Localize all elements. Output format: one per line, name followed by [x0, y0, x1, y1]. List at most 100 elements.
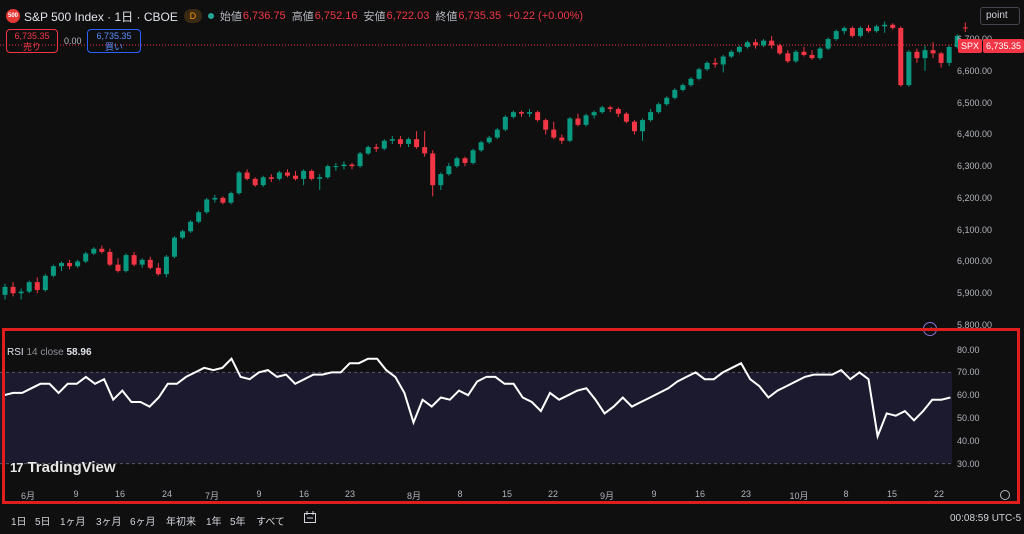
price-axis-label: 6,300.00 — [957, 161, 993, 172]
price-axis-label: 6,000.00 — [957, 256, 993, 267]
range-button[interactable]: 1ヶ月 — [60, 517, 86, 528]
candle-body — [284, 172, 290, 176]
market-status-dot — [207, 13, 214, 19]
candle-body — [123, 255, 129, 271]
date-axis-label: 9 — [256, 489, 262, 499]
candle-body — [954, 35, 960, 48]
candle-body — [801, 51, 807, 55]
candle-body — [2, 286, 8, 295]
candle-body — [898, 27, 904, 86]
sell-label: 売り — [22, 42, 41, 52]
candle-body — [817, 48, 823, 59]
tradingview-logo-icon: 17 — [10, 460, 24, 475]
candle-body — [309, 170, 315, 179]
candle-body — [75, 261, 81, 267]
buy-button[interactable]: 6,735.35 買い — [87, 29, 141, 53]
candle-body — [486, 137, 492, 143]
candle-body — [365, 147, 371, 154]
candle-body — [688, 78, 694, 86]
candle-body — [349, 164, 355, 167]
rsi-legend[interactable]: RSI 14 close 58.96 — [7, 347, 92, 358]
date-axis-label: 8月 — [406, 491, 422, 501]
candle-body — [293, 175, 299, 179]
rsi-axis-label: 30.00 — [957, 458, 980, 469]
rsi-line — [3, 357, 951, 440]
candle-body — [946, 47, 952, 63]
candle-body — [833, 31, 839, 40]
candle-body — [422, 147, 428, 154]
candle-body — [244, 172, 250, 179]
sell-button[interactable]: 6,735.35 売り — [6, 29, 58, 53]
tradingview-wordmark: TradingView — [27, 459, 116, 476]
candle-body — [83, 253, 89, 262]
range-button[interactable]: 1日 — [11, 517, 27, 528]
sp500-logo-icon: 500 — [6, 9, 20, 23]
candle-body — [753, 42, 759, 46]
date-axis-label: 15 — [501, 489, 513, 499]
price-axis-label: 6,500.00 — [957, 97, 993, 108]
point-button[interactable]: point — [980, 7, 1020, 25]
settings-icon[interactable] — [1000, 490, 1010, 500]
candle-body — [518, 112, 524, 114]
candle-body — [50, 266, 56, 276]
last-price-tag: 6,735.35 — [983, 39, 1024, 53]
candle-body — [680, 85, 686, 90]
range-button[interactable]: すべて — [256, 517, 285, 528]
range-button[interactable]: 5年 — [230, 517, 246, 528]
clock[interactable]: 00:08:59 UTC-5 — [950, 513, 1022, 524]
symbol-header: 500 S&P 500 Index · 1日 · CBOE D 始値 6,736.… — [0, 0, 960, 32]
rsi-band-fill — [0, 372, 952, 464]
price-axis-label: 5,900.00 — [957, 288, 993, 299]
range-button[interactable]: 5日 — [35, 517, 51, 528]
range-button[interactable]: 1年 — [206, 517, 222, 528]
candle-body — [882, 24, 888, 27]
open-label: 始値 — [219, 11, 242, 23]
candle-body — [809, 54, 815, 59]
candle-body — [406, 139, 411, 144]
candle-body — [494, 129, 500, 138]
symbol-title[interactable]: S&P 500 Index · 1日 · CBOE — [24, 9, 178, 24]
date-range-calendar-icon[interactable] — [303, 510, 317, 524]
candle-body — [640, 120, 646, 132]
rsi-value: 58.96 — [66, 347, 92, 358]
candle-body — [841, 27, 847, 32]
candle-body — [268, 177, 274, 179]
close-label: 終値 — [435, 11, 458, 23]
candle-body — [260, 177, 266, 186]
date-axis-label: 8 — [457, 489, 463, 499]
candle-body — [922, 50, 928, 59]
rsi-axis-label: 40.00 — [957, 435, 980, 446]
date-axis-label: 16 — [694, 489, 706, 499]
range-button[interactable]: 3ヶ月 — [96, 517, 122, 528]
candle-body — [744, 42, 750, 48]
tradingview-logo[interactable]: 17 TradingView — [10, 459, 116, 476]
price-chart[interactable] — [0, 0, 1024, 330]
candle-body — [583, 115, 589, 125]
symbol-price-tag: SPX — [958, 39, 983, 53]
candle-body — [155, 267, 161, 275]
candle-body — [712, 62, 718, 65]
date-axis-label: 9 — [651, 489, 657, 499]
date-axis-label: 16 — [298, 489, 310, 499]
candle-body — [599, 107, 605, 113]
candle-body — [115, 264, 121, 271]
candle-body — [502, 116, 508, 130]
candle-body — [341, 164, 347, 167]
rsi-params: 14 close — [26, 347, 64, 358]
candle-body — [139, 259, 145, 265]
candle-body — [220, 197, 226, 203]
candle-body — [454, 158, 460, 167]
candle-body — [188, 221, 194, 232]
candle-body — [91, 248, 97, 254]
candle-body — [462, 158, 468, 163]
rsi-axis-label: 70.00 — [957, 367, 980, 378]
candle-body — [10, 286, 16, 294]
range-button[interactable]: 年初来 — [166, 517, 196, 528]
candle-body — [381, 140, 387, 149]
candle-body — [591, 112, 597, 116]
rsi-chart[interactable] — [0, 331, 1024, 481]
date-axis-label: 16 — [114, 489, 126, 499]
date-axis-label: 22 — [547, 489, 559, 499]
range-button[interactable]: 6ヶ月 — [130, 517, 156, 528]
rsi-axis-label: 50.00 — [957, 412, 980, 423]
